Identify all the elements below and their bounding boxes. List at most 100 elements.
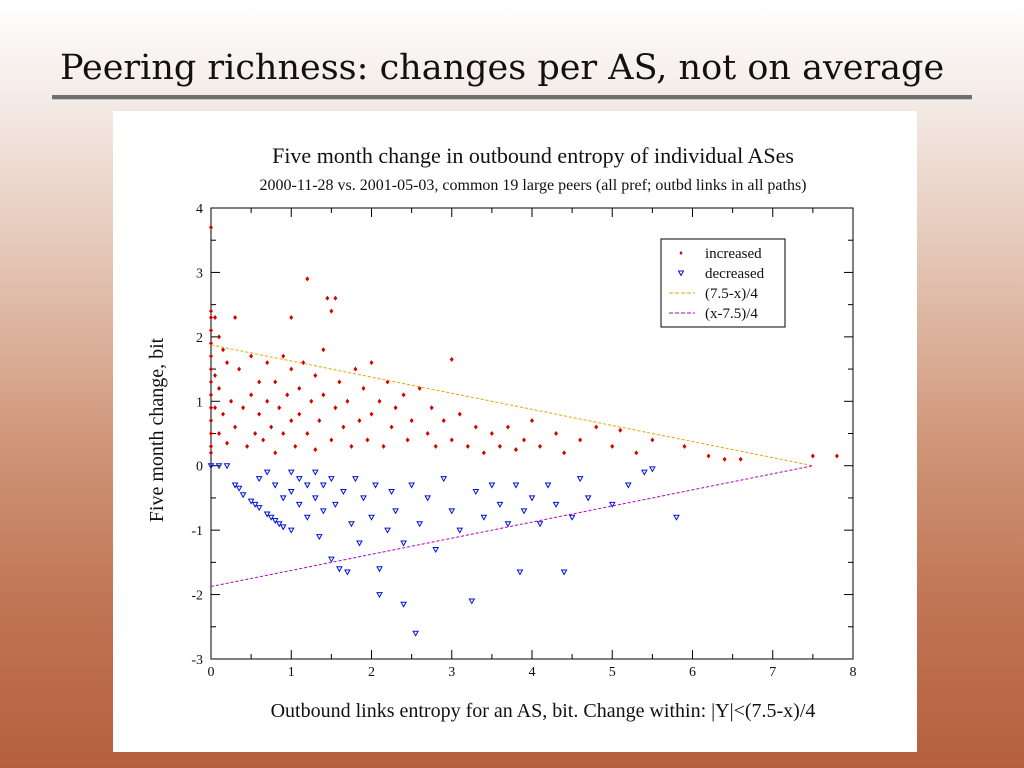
data-point (392, 508, 399, 515)
data-point (456, 527, 464, 534)
data-point (245, 443, 250, 449)
data-point (624, 482, 632, 489)
y-tick-label: 0 (196, 460, 203, 475)
data-point (255, 505, 263, 512)
data-point (360, 495, 367, 502)
series-line (210, 465, 813, 588)
data-point (279, 495, 287, 502)
data-point (285, 392, 290, 398)
data-point (528, 495, 536, 502)
data-point (275, 521, 283, 528)
data-point (416, 521, 423, 528)
data-point (239, 492, 247, 499)
data-point (521, 437, 526, 443)
data-point (267, 514, 275, 521)
data-point (417, 385, 422, 391)
data-point (512, 482, 520, 489)
data-point (530, 418, 534, 424)
data-point (594, 424, 599, 430)
data-point (213, 373, 217, 378)
data-point (400, 540, 407, 547)
data-point (287, 488, 295, 496)
data-point (315, 534, 323, 541)
data-point (277, 405, 282, 411)
data-point (209, 443, 213, 449)
data-point (293, 443, 298, 449)
data-point (255, 476, 263, 483)
data-point (834, 453, 839, 459)
x-tick-label: 4 (529, 665, 536, 680)
data-point (311, 469, 319, 476)
data-point (489, 431, 494, 436)
data-point (209, 392, 213, 398)
data-point (279, 524, 287, 531)
data-point (473, 424, 478, 430)
data-point (722, 456, 727, 462)
data-point (209, 308, 213, 314)
data-point (520, 508, 528, 515)
data-point (388, 488, 395, 496)
x-tick-label: 2 (368, 665, 375, 680)
data-point (449, 437, 454, 443)
data-point (321, 347, 326, 353)
data-point (513, 447, 518, 453)
data-point (273, 450, 278, 456)
data-point (376, 592, 383, 599)
data-point (425, 431, 430, 436)
data-point (505, 424, 510, 430)
y-tick-label: 2 (196, 331, 203, 346)
x-tick-label: 7 (769, 665, 776, 680)
data-point (336, 566, 343, 573)
data-point (303, 482, 311, 489)
data-point (361, 385, 366, 391)
data-point (311, 495, 319, 502)
data-point (209, 418, 213, 424)
data-point (213, 405, 217, 411)
data-point (333, 295, 338, 301)
data-point (344, 569, 351, 576)
data-point (295, 501, 303, 508)
data-point (810, 453, 815, 459)
data-point (215, 463, 223, 470)
data-point (377, 398, 382, 404)
chart-panel: Five month change in outbound entropy of… (113, 111, 917, 752)
data-point (389, 424, 394, 430)
data-point (449, 356, 454, 362)
data-point (357, 418, 362, 424)
data-point (706, 453, 711, 459)
data-point (229, 398, 234, 404)
data-point (610, 443, 615, 449)
data-point (376, 566, 383, 573)
data-point (385, 379, 390, 385)
data-point (265, 360, 270, 366)
data-point (576, 476, 584, 483)
data-point (369, 360, 374, 366)
data-point (261, 437, 266, 443)
data-point (217, 334, 222, 340)
data-point (289, 418, 294, 424)
x-axis-label: Outbound links entropy for an AS, bit. C… (271, 700, 816, 722)
data-point (209, 379, 213, 385)
slide-title: Peering richness: changes per AS, not on… (60, 48, 945, 88)
data-point (480, 514, 488, 521)
data-point (271, 482, 279, 489)
data-point (297, 385, 302, 391)
y-tick-label: -1 (191, 524, 203, 539)
data-point (213, 315, 217, 321)
data-point (328, 556, 335, 563)
x-tick-label: 8 (850, 665, 857, 680)
data-point (650, 437, 655, 443)
data-point (263, 469, 271, 476)
x-tick-label: 0 (208, 665, 215, 680)
data-point (488, 482, 496, 489)
data-point (372, 482, 379, 489)
data-point (560, 569, 568, 576)
data-point (516, 569, 524, 576)
data-point (341, 424, 346, 430)
data-point (209, 353, 213, 359)
data-point (384, 527, 391, 534)
data-point (552, 501, 560, 508)
data-point (265, 398, 270, 404)
data-point (237, 366, 242, 372)
data-point (281, 353, 286, 359)
